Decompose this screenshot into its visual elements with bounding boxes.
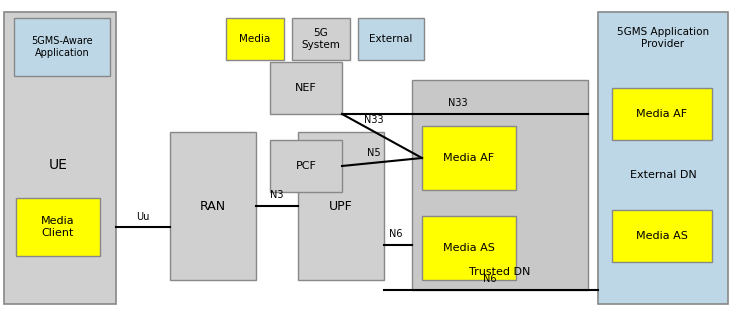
Text: Media AF: Media AF: [443, 153, 495, 163]
Text: Uu: Uu: [137, 212, 150, 222]
Text: Media AS: Media AS: [443, 243, 495, 253]
Text: N5: N5: [367, 148, 381, 158]
Text: RAN: RAN: [200, 199, 226, 212]
Bar: [298, 132, 384, 280]
Bar: [358, 18, 424, 60]
Text: N33: N33: [448, 98, 468, 108]
Text: Media AS: Media AS: [636, 231, 688, 241]
Bar: [598, 12, 728, 304]
Bar: [292, 18, 350, 60]
Text: UE: UE: [48, 158, 68, 172]
Bar: [422, 216, 516, 280]
Text: N6: N6: [389, 229, 403, 239]
Bar: [270, 140, 342, 192]
Text: N3: N3: [270, 190, 284, 200]
Text: N33: N33: [364, 115, 384, 125]
Bar: [270, 62, 342, 114]
Bar: [226, 18, 284, 60]
Text: N6: N6: [483, 274, 497, 284]
Bar: [4, 12, 116, 304]
Text: External DN: External DN: [630, 170, 697, 180]
Bar: [14, 18, 110, 76]
Bar: [422, 126, 516, 190]
Bar: [16, 198, 100, 256]
Text: 5GMS Application
Provider: 5GMS Application Provider: [617, 27, 709, 49]
Text: Media
Client: Media Client: [41, 216, 75, 238]
Text: PCF: PCF: [296, 161, 316, 171]
Bar: [612, 88, 712, 140]
Text: 5GMS-Aware
Application: 5GMS-Aware Application: [31, 36, 92, 58]
Bar: [412, 80, 588, 290]
Text: UPF: UPF: [329, 199, 353, 212]
Text: 5G
System: 5G System: [302, 28, 341, 50]
Bar: [170, 132, 256, 280]
Text: Media AF: Media AF: [636, 109, 688, 119]
Text: NEF: NEF: [295, 83, 317, 93]
Text: Trusted DN: Trusted DN: [469, 267, 531, 277]
Bar: [612, 210, 712, 262]
Text: Media: Media: [239, 34, 271, 44]
Text: External: External: [369, 34, 413, 44]
